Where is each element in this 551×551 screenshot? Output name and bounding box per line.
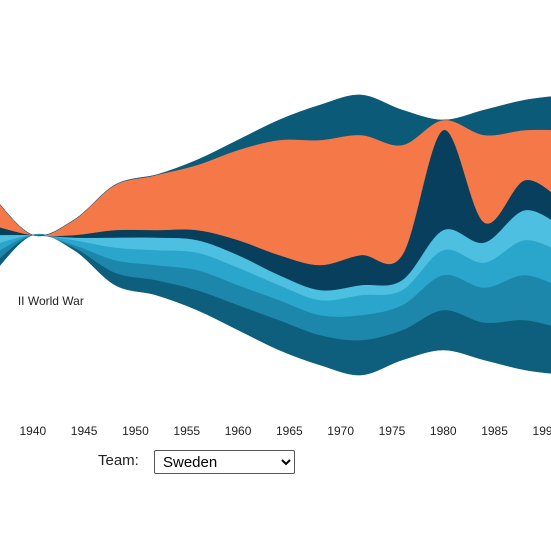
annotation: II World War	[18, 294, 84, 308]
x-tick-label: 1970	[327, 424, 354, 438]
x-tick-label: 1985	[481, 424, 508, 438]
team-label: Team:	[98, 452, 139, 469]
x-tick-label: 1975	[379, 424, 406, 438]
stream-layer	[0, 94, 551, 237]
x-tick-label: 1965	[276, 424, 303, 438]
x-tick-label: 1940	[19, 424, 46, 438]
team-select[interactable]: Sweden	[154, 450, 295, 474]
x-tick-label: 1955	[173, 424, 200, 438]
x-tick-label: 1980	[430, 424, 457, 438]
x-tick-label: 1945	[71, 424, 98, 438]
x-tick-label: 1950	[122, 424, 149, 438]
x-tick-label: 1960	[225, 424, 252, 438]
x-tick-label: 1990	[533, 424, 551, 438]
